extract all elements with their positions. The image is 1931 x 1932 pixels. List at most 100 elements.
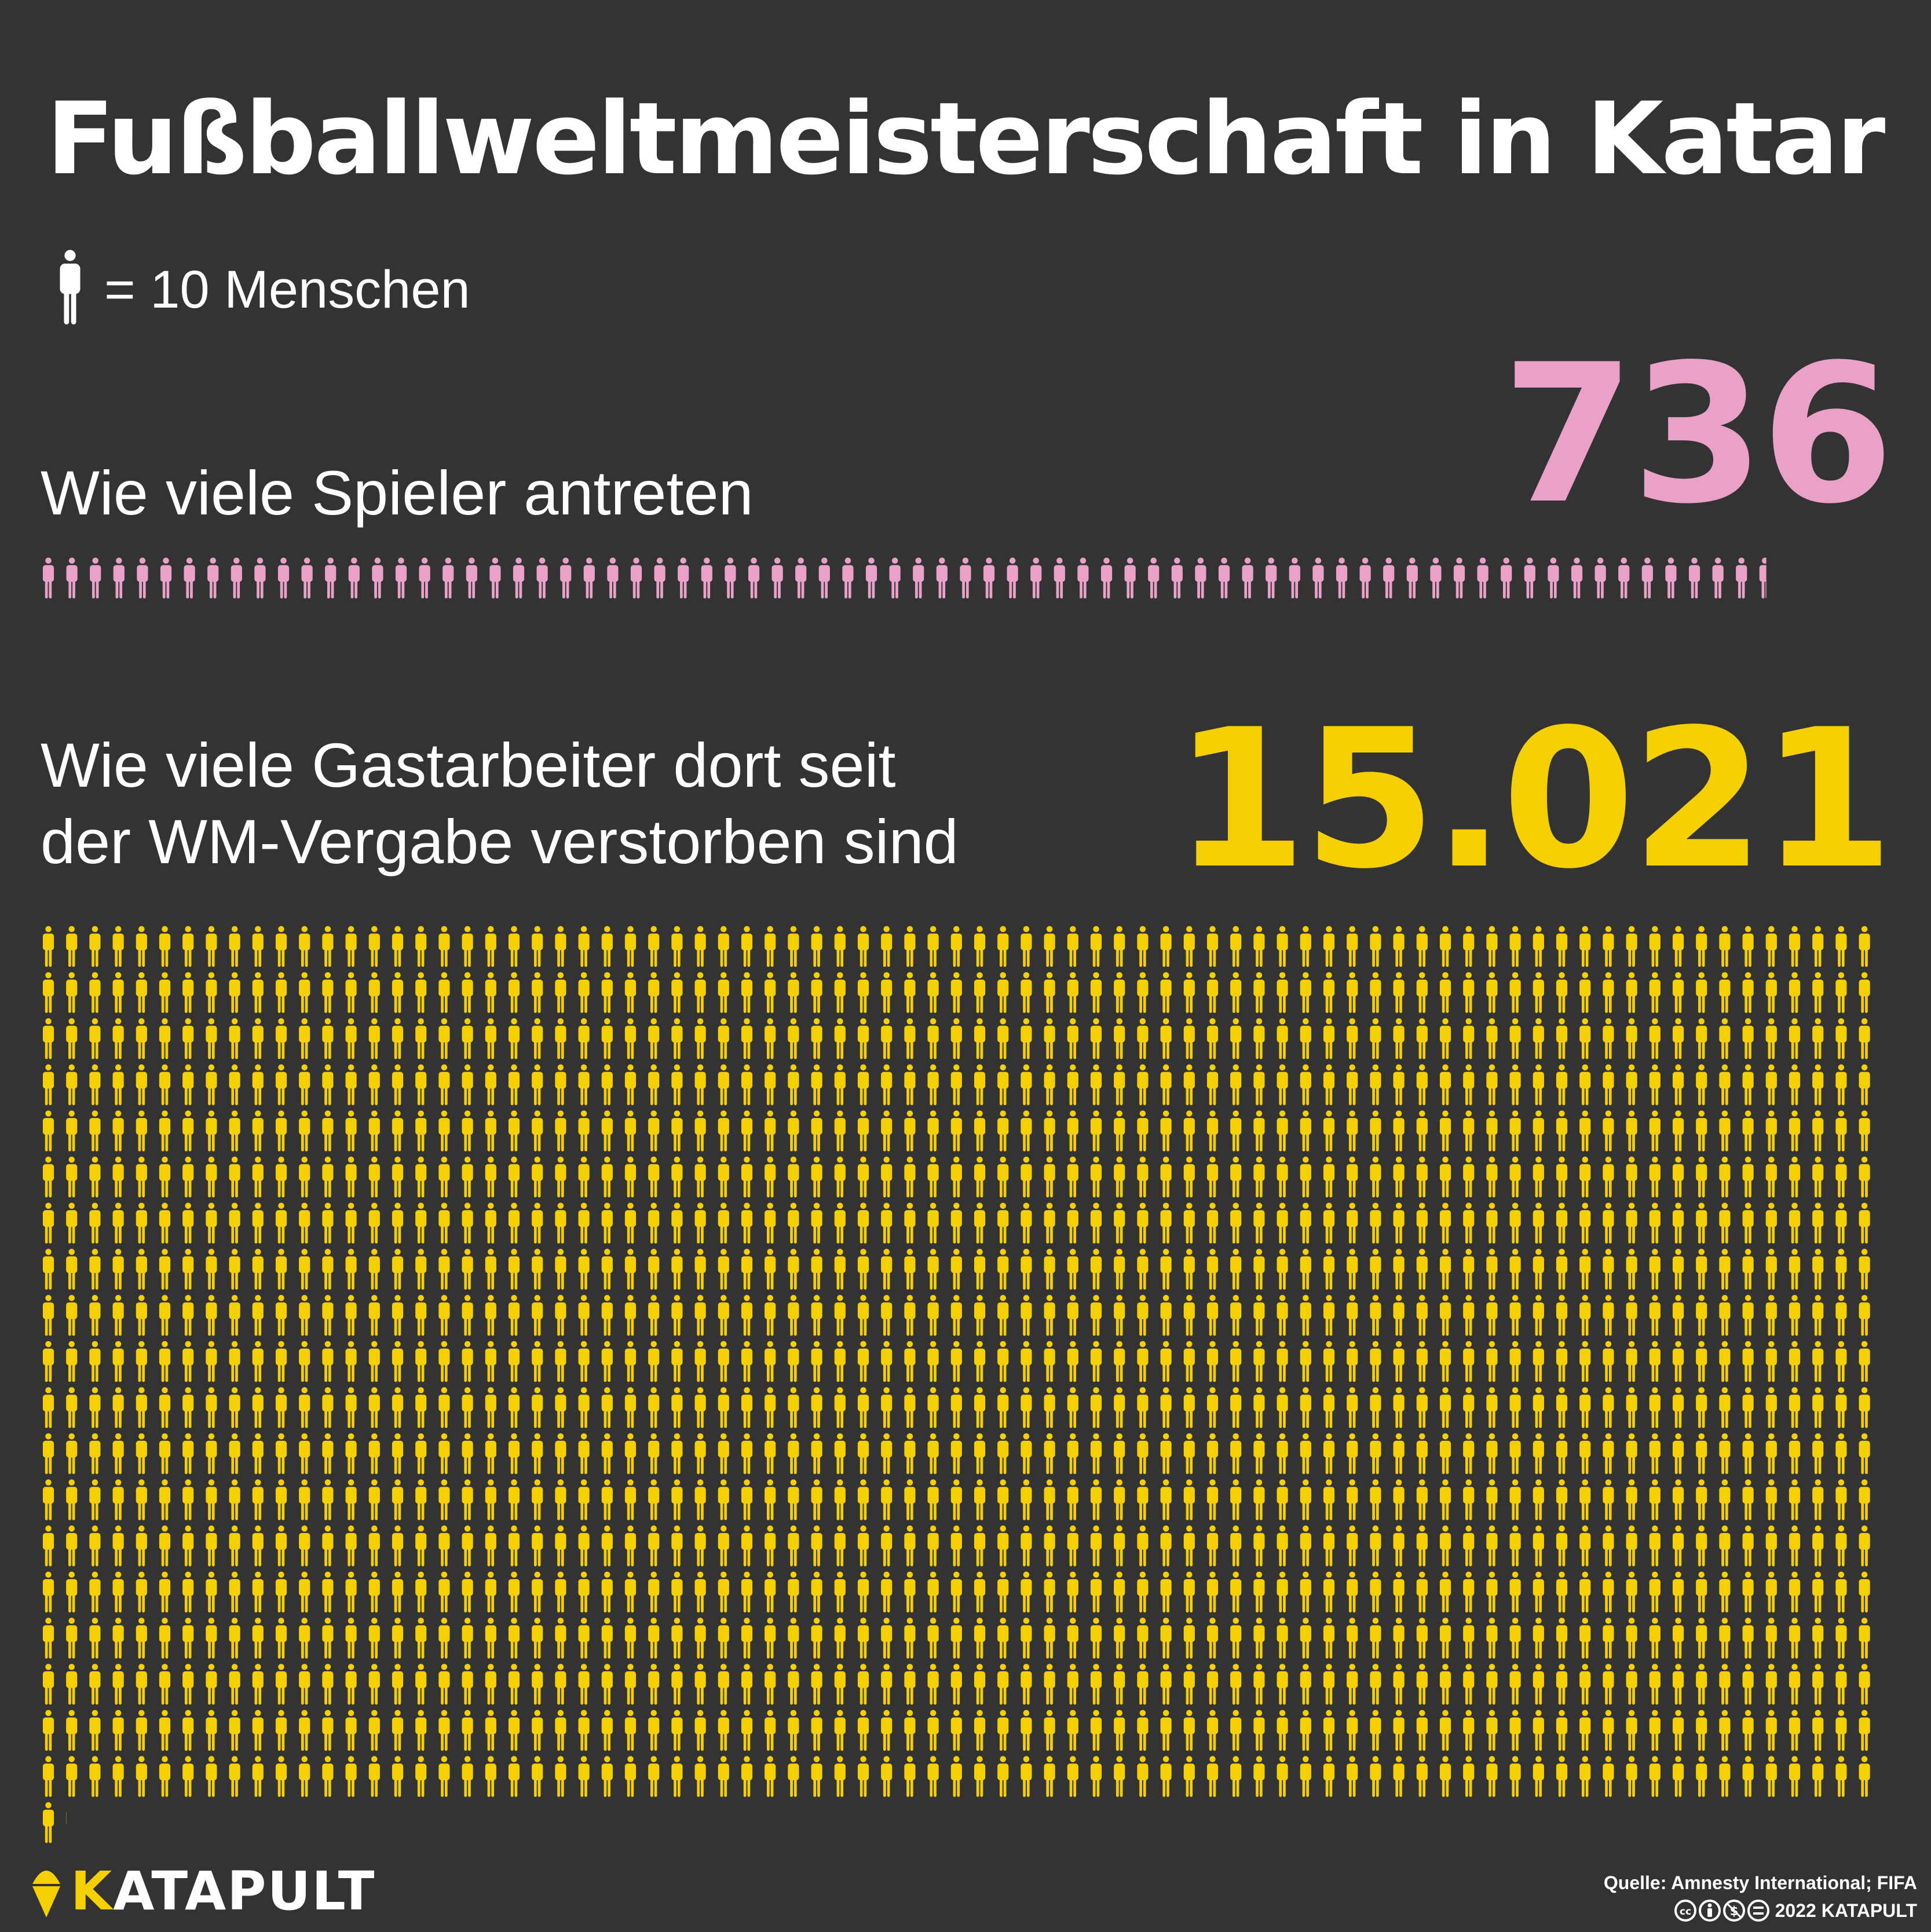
license-icons: cc $	[1674, 1900, 1770, 1922]
person-mark	[42, 1756, 54, 1797]
person-mark	[694, 1110, 706, 1152]
person-mark	[974, 1664, 986, 1705]
person-mark	[438, 1248, 450, 1290]
person-mark	[1556, 1064, 1568, 1105]
person-mark	[532, 1664, 543, 1705]
person-mark	[1253, 1064, 1265, 1105]
person-mark	[741, 1156, 753, 1198]
person-mark	[741, 1525, 753, 1566]
person-mark	[1696, 1756, 1707, 1797]
person-mark	[1556, 1295, 1568, 1336]
person-mark	[974, 1341, 986, 1382]
person-mark	[694, 1156, 706, 1198]
person-mark	[1453, 557, 1465, 599]
person-mark	[1090, 1248, 1102, 1290]
person-mark	[508, 1018, 520, 1060]
person-mark	[1765, 1295, 1777, 1336]
person-mark	[485, 1295, 496, 1336]
person-mark	[725, 557, 736, 599]
person-mark	[1696, 1110, 1707, 1152]
person-mark	[229, 972, 240, 1013]
person-mark	[1789, 1756, 1801, 1797]
person-mark	[694, 1664, 706, 1705]
person-mark	[765, 1433, 776, 1474]
person-mark	[997, 1479, 1009, 1521]
person-mark	[1603, 1295, 1614, 1336]
person-mark	[1509, 1018, 1521, 1060]
person-mark	[415, 926, 427, 967]
person-mark	[718, 1571, 729, 1613]
person-mark	[229, 1203, 240, 1244]
person-mark	[462, 1110, 473, 1152]
person-mark	[1859, 1110, 1870, 1152]
person-mark	[555, 1525, 566, 1566]
person-mark	[974, 1248, 986, 1290]
person-mark	[624, 1387, 637, 1429]
person-mark	[392, 1664, 404, 1705]
person-mark	[834, 1756, 846, 1797]
person-mark	[1765, 1433, 1777, 1474]
person-mark	[1114, 1295, 1125, 1336]
person-mark	[1486, 1433, 1498, 1474]
person-mark	[1218, 557, 1230, 599]
person-mark	[555, 926, 566, 967]
person-mark	[1160, 1248, 1172, 1290]
person-mark	[508, 1525, 520, 1566]
person-mark	[555, 1479, 566, 1521]
person-mark	[741, 1756, 753, 1797]
person-mark	[1486, 1387, 1498, 1429]
person-mark	[42, 1617, 54, 1659]
ice-cream-icon	[32, 1871, 60, 1918]
person-mark	[1859, 1525, 1870, 1566]
person-mark	[368, 1433, 380, 1474]
person-mark	[601, 1617, 613, 1659]
person-mark	[1137, 1664, 1149, 1705]
person-mark	[950, 1156, 962, 1198]
person-mark	[368, 1018, 380, 1060]
person-mark	[904, 1203, 916, 1244]
person-mark	[997, 1248, 1009, 1290]
person-mark	[206, 1756, 217, 1797]
person-mark	[277, 557, 290, 599]
person-mark	[485, 1710, 496, 1751]
person-mark	[1649, 926, 1661, 967]
person-mark	[1533, 1710, 1544, 1751]
person-mark	[1626, 1387, 1637, 1429]
person-mark	[345, 1018, 357, 1060]
person-mark	[275, 972, 287, 1013]
person-mark	[765, 1617, 776, 1659]
person-mark	[857, 1064, 869, 1105]
person-mark	[601, 1387, 613, 1429]
person-mark	[1160, 926, 1172, 967]
person-mark	[1430, 557, 1442, 599]
person-mark	[1253, 972, 1265, 1013]
person-mark	[1649, 1710, 1661, 1751]
person-mark	[1742, 1479, 1754, 1521]
person-mark	[1067, 1387, 1078, 1429]
person-mark	[392, 1756, 404, 1797]
person-mark	[624, 1341, 637, 1382]
person-mark	[1183, 1018, 1195, 1060]
person-mark	[1021, 1571, 1032, 1613]
person-mark	[392, 1110, 404, 1152]
person-mark	[345, 1525, 357, 1566]
person-mark	[1439, 1479, 1451, 1521]
person-mark	[1393, 1156, 1405, 1198]
person-mark	[1626, 1064, 1637, 1105]
person-mark	[1486, 1018, 1498, 1060]
person-mark	[1835, 1387, 1847, 1429]
workers-label-line-1: Wie viele Gastarbeiter dort seit	[41, 730, 896, 800]
person-mark	[1719, 1064, 1731, 1105]
person-mark	[1021, 1064, 1032, 1105]
person-mark	[694, 1203, 706, 1244]
person-mark	[811, 1018, 822, 1060]
person-mark	[508, 1203, 520, 1244]
person-mark	[1044, 1341, 1055, 1382]
person-mark	[159, 972, 171, 1013]
person-mark	[1090, 1756, 1102, 1797]
person-mark	[1509, 1617, 1521, 1659]
person-mark	[415, 1664, 427, 1705]
person-mark	[325, 557, 337, 599]
person-mark	[252, 1387, 264, 1429]
person-mark	[1160, 1156, 1172, 1198]
